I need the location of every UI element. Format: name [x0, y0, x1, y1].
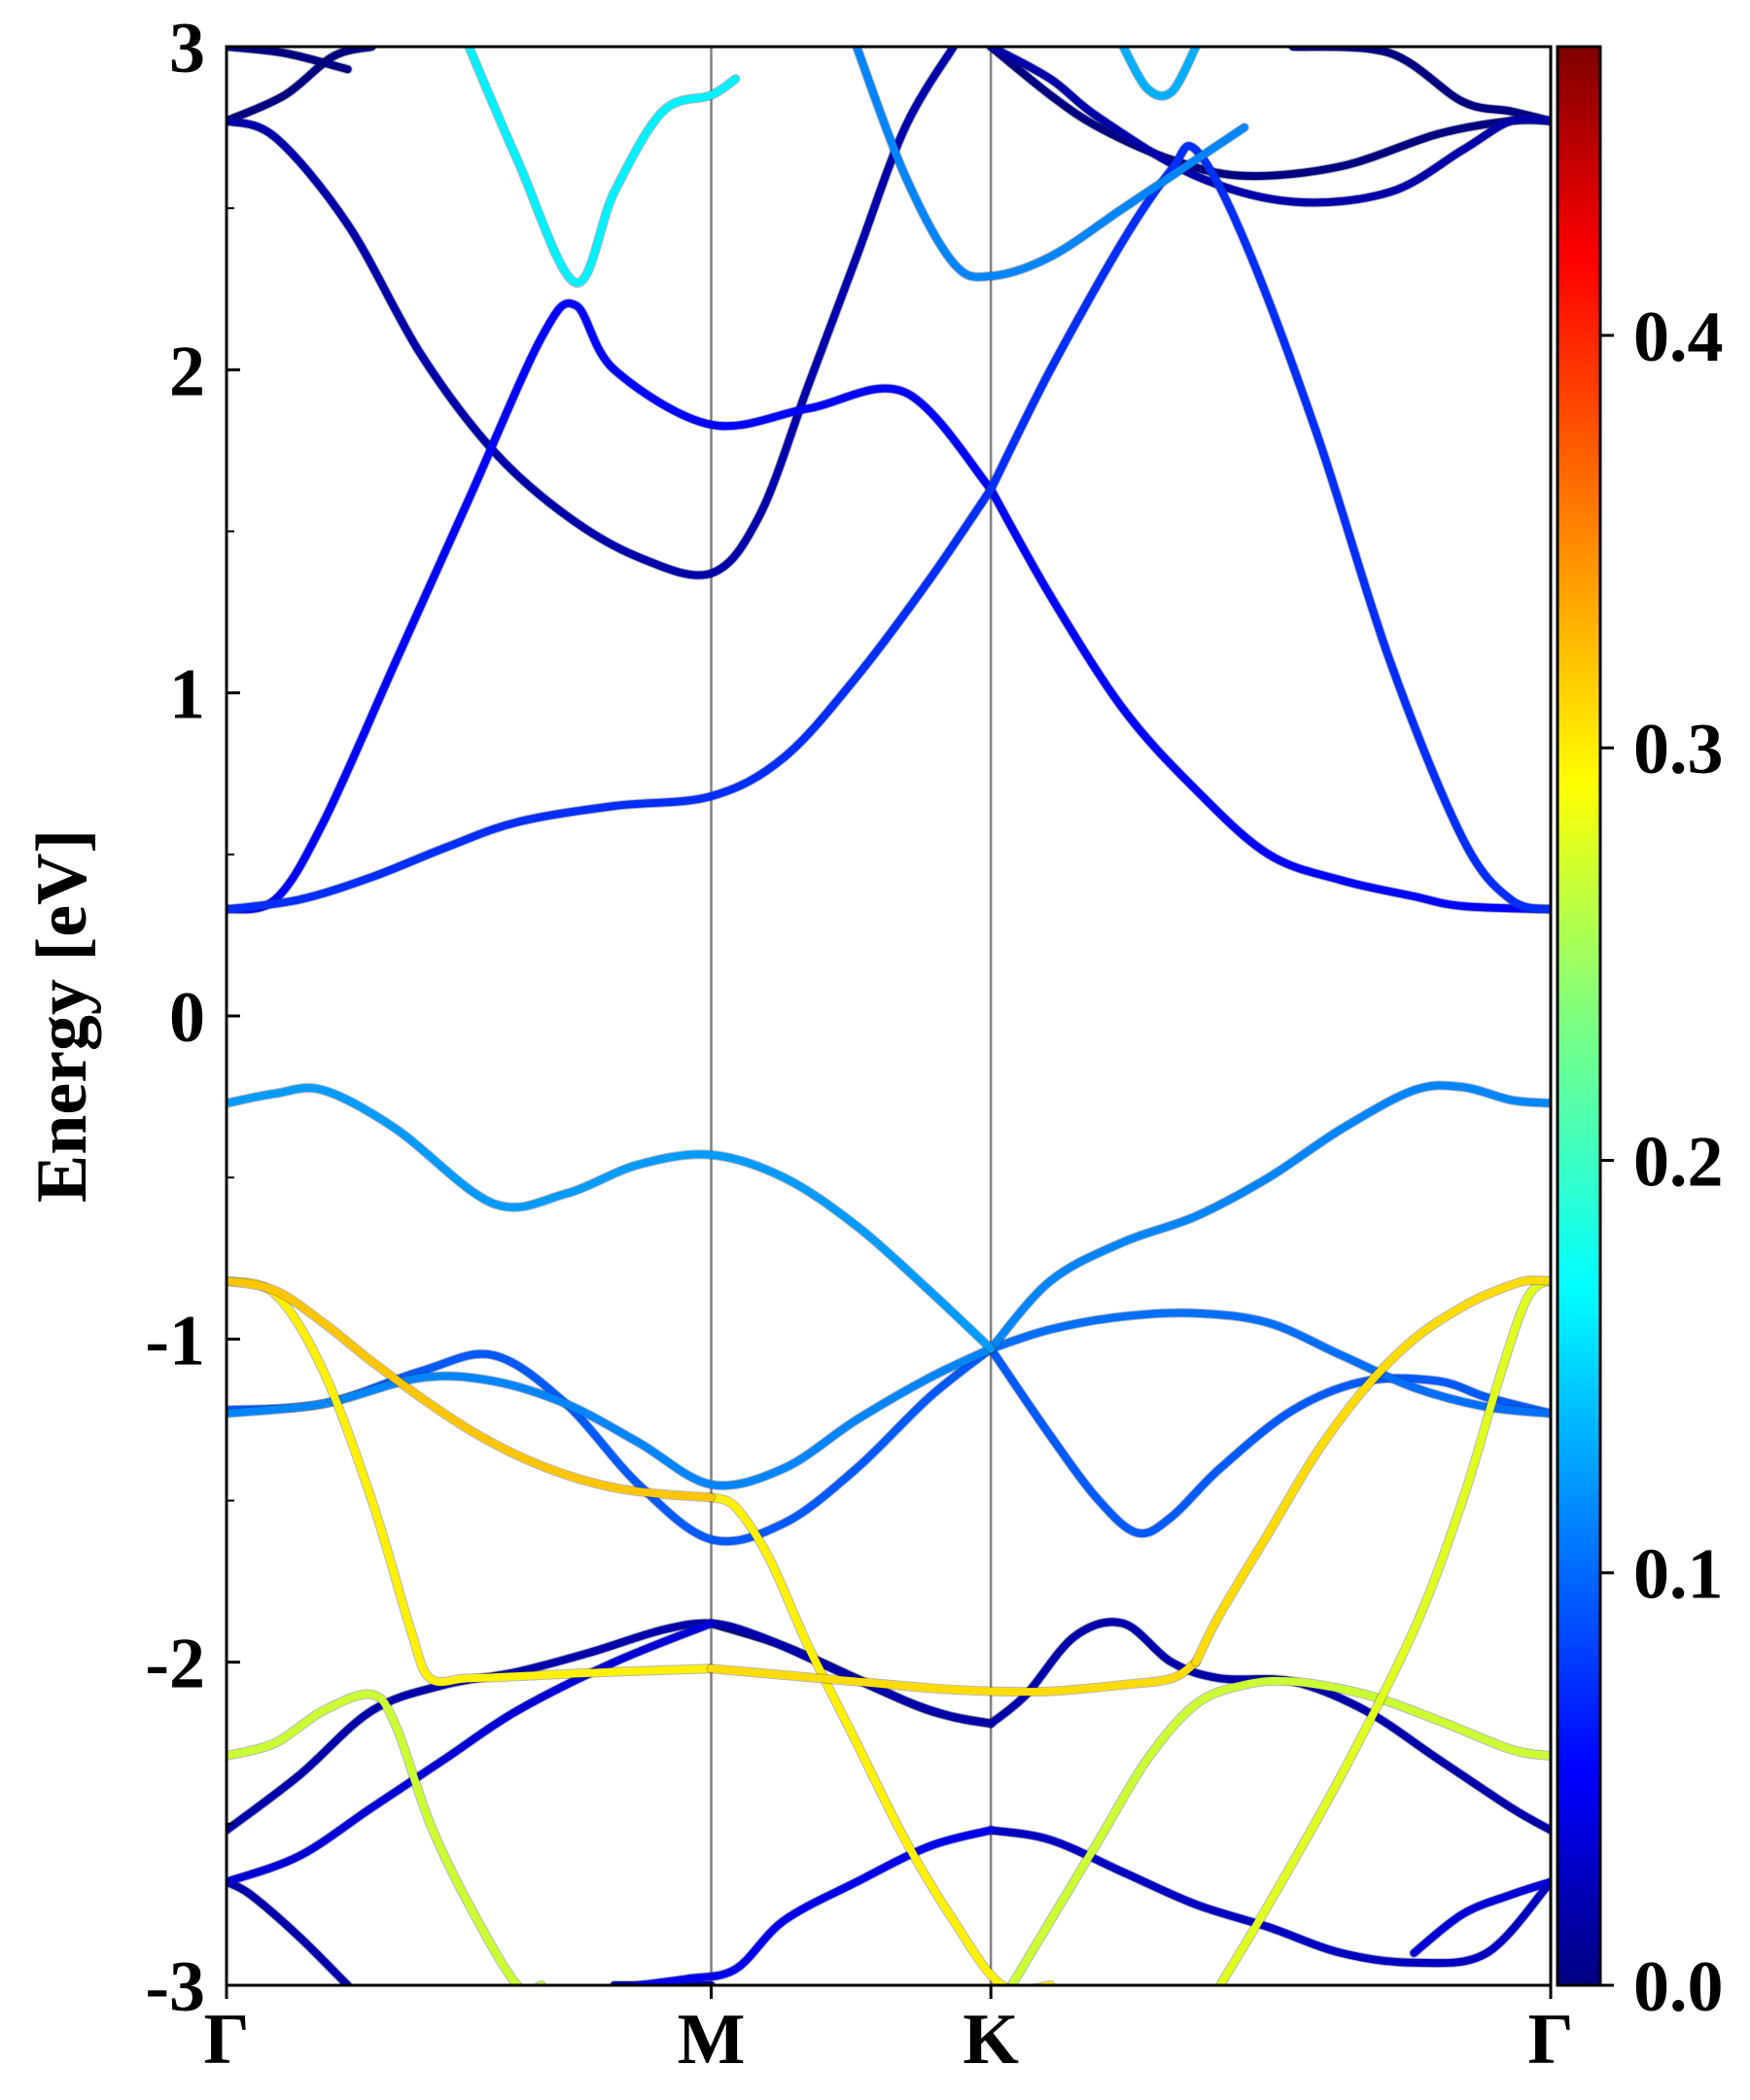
band-line	[465, 47, 740, 287]
band-line	[987, 1081, 1551, 1353]
band-line	[227, 1619, 716, 1886]
plot-background	[227, 47, 1551, 1985]
band-line	[987, 47, 1551, 207]
band-line	[987, 1345, 1551, 1538]
band-line	[1410, 1877, 1551, 1957]
colorbar-ticks: 0.0 0.1 0.2 0.3 0.4	[1600, 298, 1724, 2027]
band-line	[227, 47, 376, 125]
colorbar-tick-label: 0.3	[1633, 710, 1724, 789]
band-line	[707, 1493, 1055, 1985]
band-line	[987, 142, 1551, 914]
x-tick-label: Γ	[203, 2000, 249, 2080]
kpath-lines	[710, 47, 993, 1985]
band-line	[707, 1658, 1201, 1697]
colorbar: 0.0 0.1 0.2 0.3 0.4	[1556, 45, 1724, 2027]
y-tick-label: -2	[145, 1625, 205, 1704]
band-line	[1192, 1276, 1551, 1666]
band-line	[227, 485, 996, 914]
colorbar-tick-label: 0.1	[1633, 1535, 1724, 1615]
band-line	[227, 299, 996, 914]
band-line	[987, 1309, 1551, 1418]
y-tick-label: -1	[145, 1301, 205, 1381]
band-line	[227, 1619, 996, 1835]
y-tick-label: 1	[169, 655, 205, 735]
band-line	[227, 1084, 996, 1353]
colorbar-tick-label: 0.0	[1633, 1947, 1724, 2027]
band-line	[987, 47, 1551, 181]
band-line	[1216, 1277, 1551, 1985]
colorbar-tick-label: 0.4	[1633, 298, 1724, 377]
y-tick-label: 2	[169, 332, 205, 411]
band-line	[634, 1826, 996, 1985]
x-tick-label: Γ	[1527, 2000, 1573, 2080]
y-axis-label: Energy [eV]	[22, 829, 102, 1203]
band-line	[227, 1690, 545, 1985]
band-line	[227, 1345, 996, 1489]
x-tick-label: M	[678, 2000, 746, 2080]
band-line	[987, 485, 1551, 914]
y-tick-label: 3	[169, 9, 205, 88]
colorbar-tick-label: 0.2	[1633, 1122, 1724, 1202]
band-line	[227, 47, 958, 579]
band-line	[1119, 47, 1201, 100]
y-axis-ticks: -3 -2 -1 0 1 2 3	[145, 9, 240, 2027]
colorbar-gradient	[1556, 45, 1602, 1987]
y-tick-label: 0	[169, 978, 205, 1058]
band-line	[227, 1277, 716, 1687]
band-line	[853, 47, 1248, 281]
band-line	[227, 1277, 716, 1502]
x-tick-label: K	[962, 2000, 1019, 2080]
band-line	[987, 1826, 1551, 1968]
plot-area: -3 -2 -1 0 1 2 3 Γ M K Γ	[145, 9, 1573, 2080]
band-line	[227, 1877, 352, 1985]
band-line	[987, 1618, 1551, 1835]
bands	[227, 47, 1551, 1985]
y-tick-label: -3	[145, 1947, 205, 2027]
band-line	[1007, 1676, 1551, 1985]
